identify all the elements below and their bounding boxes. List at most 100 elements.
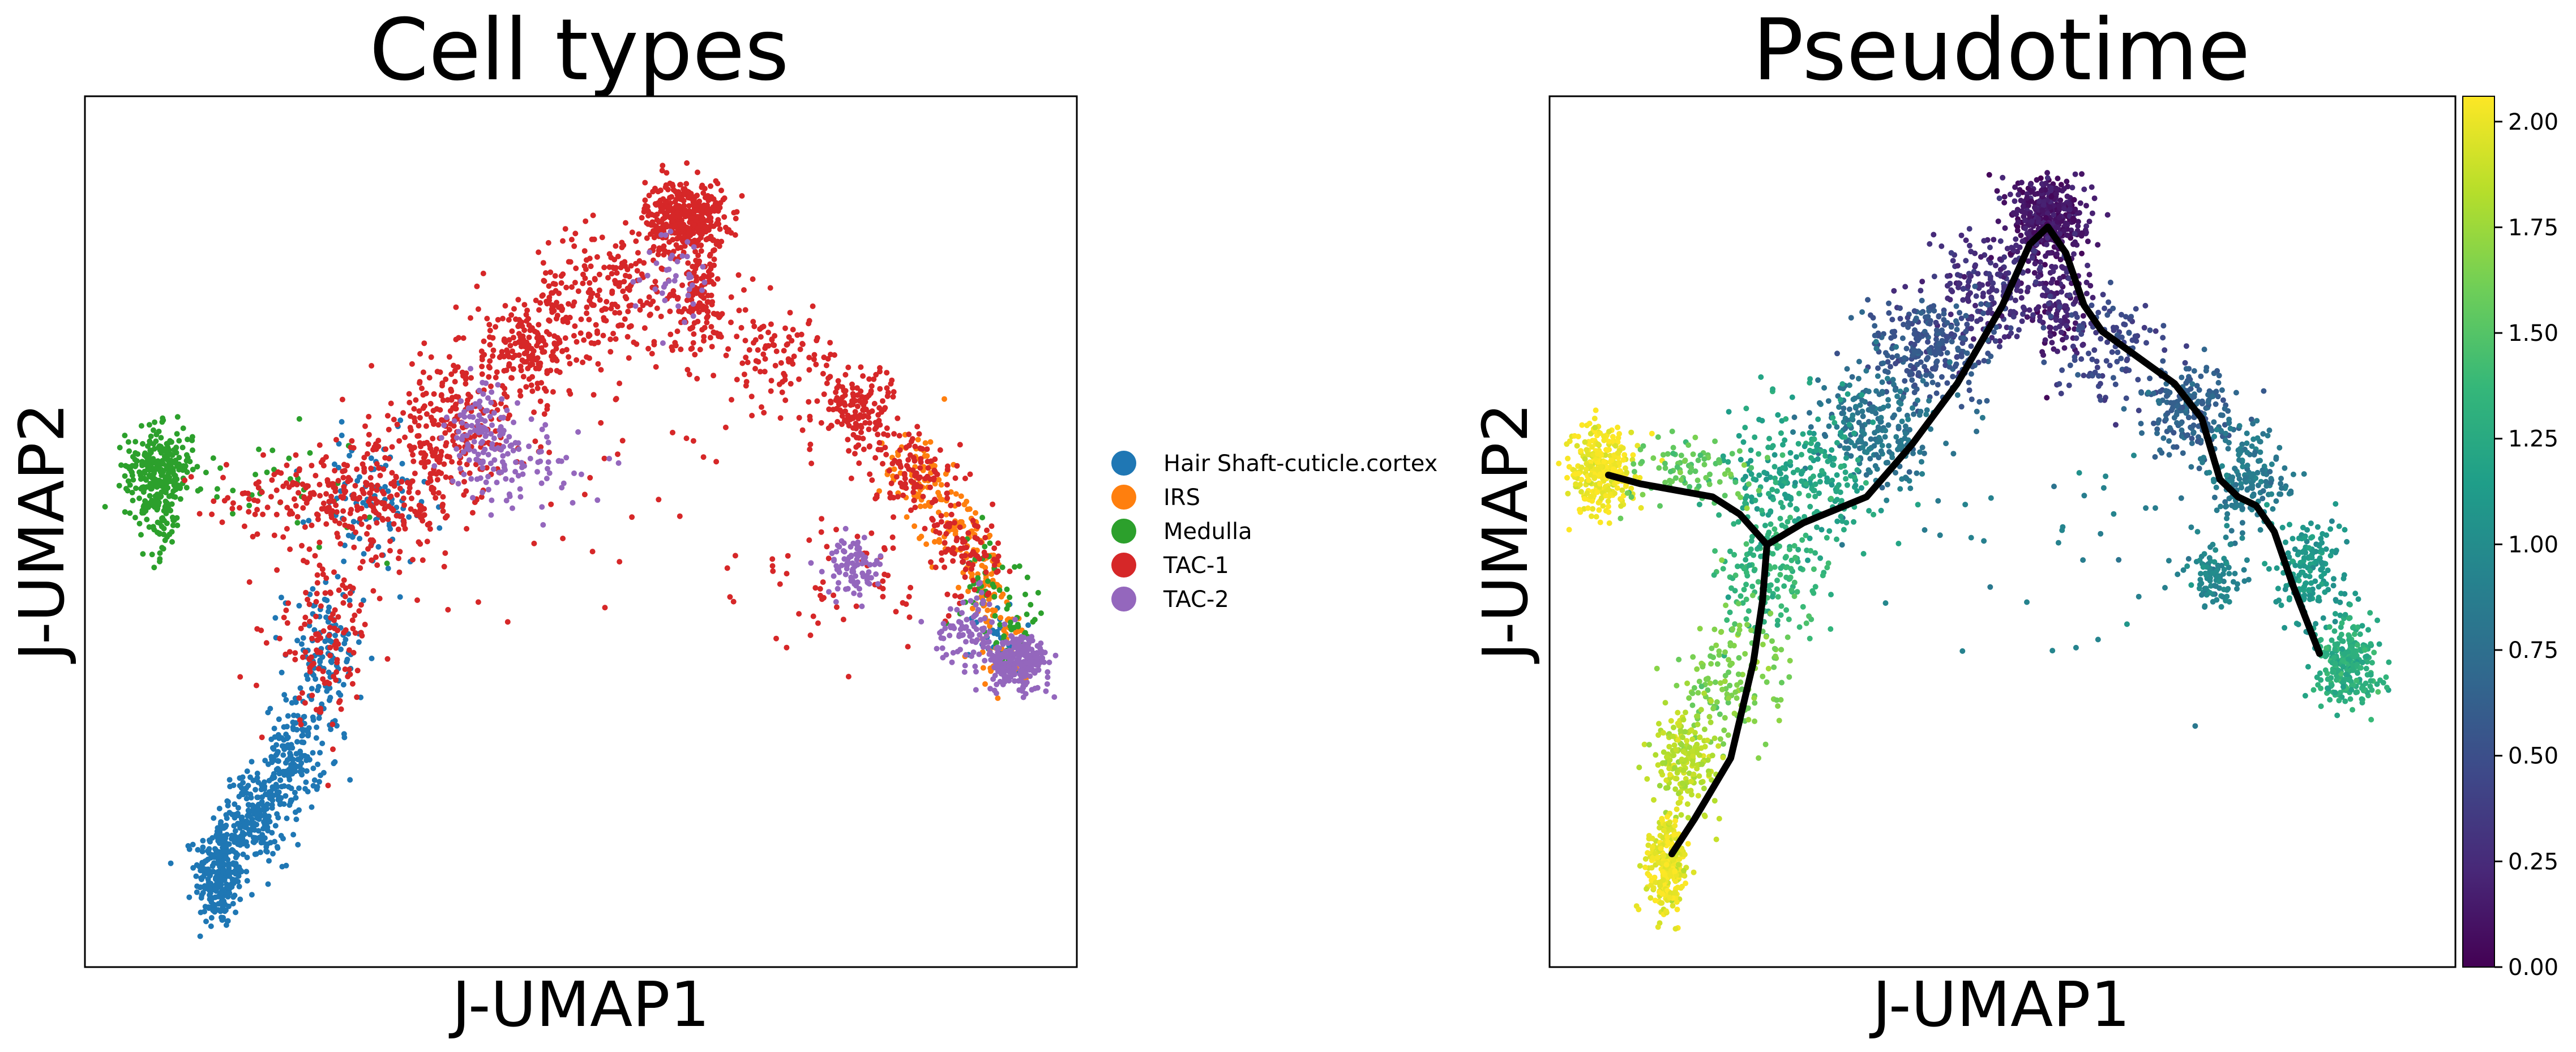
data-point — [151, 427, 156, 433]
data-point — [922, 525, 928, 532]
data-point — [891, 431, 897, 437]
data-point — [313, 735, 319, 741]
data-point — [868, 388, 874, 394]
data-point — [235, 805, 241, 811]
data-point — [634, 341, 640, 347]
data-point — [278, 595, 284, 601]
data-point — [488, 400, 494, 405]
data-point — [416, 510, 422, 516]
data-point — [827, 340, 833, 346]
data-point — [810, 613, 816, 619]
data-point — [394, 421, 400, 427]
data-point — [656, 245, 662, 251]
data-point — [468, 366, 474, 372]
data-point — [990, 581, 996, 587]
data-point — [839, 421, 845, 427]
data-point — [887, 495, 893, 501]
data-point — [243, 823, 249, 829]
data-point — [592, 276, 598, 282]
data-point — [861, 534, 867, 541]
data-point — [154, 484, 160, 490]
data-point — [491, 435, 497, 442]
data-point — [515, 473, 521, 479]
data-point — [952, 593, 958, 599]
data-point — [424, 538, 430, 545]
data-point — [330, 746, 336, 752]
data-point — [826, 589, 832, 595]
data-point — [685, 260, 691, 266]
data-point — [806, 399, 812, 405]
data-point — [1016, 563, 1022, 569]
data-point — [960, 600, 966, 606]
data-point — [350, 626, 356, 632]
data-point — [2053, 311, 2060, 317]
data-point — [970, 649, 977, 655]
data-point — [596, 271, 602, 277]
data-point — [533, 297, 539, 303]
data-point — [612, 301, 618, 307]
data-point — [501, 391, 507, 397]
data-point — [480, 271, 486, 276]
data-point — [678, 347, 684, 352]
data-point — [213, 832, 220, 838]
data-point — [249, 892, 255, 898]
data-point — [391, 417, 397, 422]
data-point — [568, 237, 575, 243]
data-point — [846, 554, 853, 561]
data-point — [798, 331, 805, 337]
data-point — [186, 846, 192, 852]
data-point — [229, 876, 236, 883]
data-point — [284, 462, 290, 468]
data-point — [635, 250, 641, 256]
data-point — [529, 357, 535, 363]
data-point — [499, 396, 505, 402]
data-point — [354, 694, 360, 700]
data-point — [481, 352, 487, 358]
data-point — [617, 310, 623, 316]
data-point — [363, 480, 370, 486]
data-point — [914, 494, 921, 500]
data-point — [294, 520, 301, 526]
data-point — [717, 313, 724, 319]
data-point — [315, 683, 322, 690]
data-point — [872, 420, 879, 426]
data-point — [488, 383, 494, 390]
data-point — [916, 431, 922, 437]
data-point — [833, 527, 839, 533]
data-point — [333, 722, 340, 729]
data-point — [309, 463, 315, 469]
data-point — [880, 398, 885, 404]
data-point — [2061, 186, 2067, 192]
data-point — [654, 305, 660, 311]
data-point — [974, 595, 980, 601]
data-point — [2044, 175, 2051, 181]
data-point — [878, 447, 884, 453]
data-point — [202, 858, 208, 865]
data-point — [934, 645, 940, 652]
data-point — [354, 478, 361, 484]
data-point — [773, 635, 779, 642]
data-point — [487, 327, 493, 333]
data-point — [587, 474, 593, 481]
data-point — [734, 333, 740, 340]
data-point — [1043, 688, 1049, 694]
data-point — [669, 194, 675, 200]
data-point — [300, 635, 306, 641]
data-point — [669, 181, 675, 187]
data-point — [1026, 667, 1033, 673]
data-point — [437, 454, 443, 460]
data-point — [418, 514, 424, 520]
data-point — [225, 799, 231, 805]
data-point — [639, 271, 645, 277]
data-point — [318, 709, 324, 715]
data-point — [259, 489, 265, 495]
data-point — [773, 348, 780, 354]
data-point — [686, 230, 692, 236]
data-point — [949, 659, 955, 665]
data-point — [491, 410, 497, 416]
data-point — [636, 231, 642, 237]
data-point — [328, 514, 335, 520]
data-point — [2056, 323, 2062, 330]
data-point — [297, 717, 303, 723]
data-point — [384, 561, 390, 566]
